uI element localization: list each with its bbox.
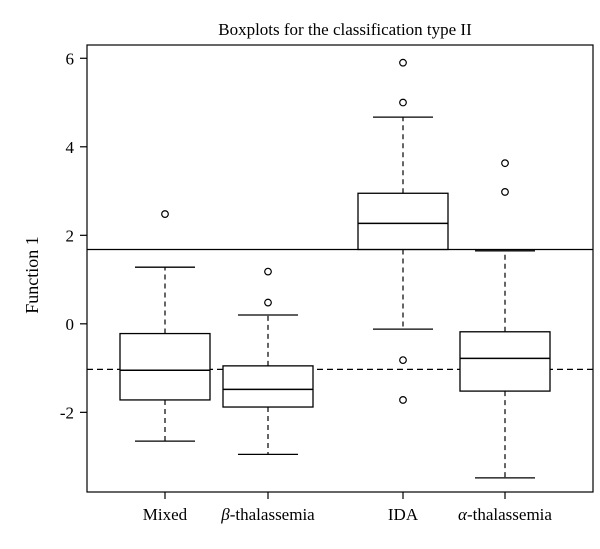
y-tick-label: 2 bbox=[66, 226, 75, 245]
chart-title: Boxplots for the classification type II bbox=[218, 20, 472, 39]
x-tick-label: α-thalassemia bbox=[458, 505, 552, 524]
y-tick-label: 0 bbox=[66, 315, 75, 334]
iqr-box bbox=[222, 365, 314, 408]
y-tick-label: 6 bbox=[66, 49, 75, 68]
y-axis: -2 0 2 4 6 bbox=[60, 49, 87, 422]
outlier-point bbox=[501, 159, 509, 168]
y-tick-label: 4 bbox=[66, 138, 75, 157]
x-tick-label: β-thalassemia bbox=[220, 505, 315, 524]
category-name: -thalassemia bbox=[230, 505, 315, 524]
y-axis-label: Function 1 bbox=[22, 236, 42, 314]
box-group bbox=[222, 267, 314, 456]
x-tick-label: IDA bbox=[388, 505, 419, 524]
boxes bbox=[119, 58, 551, 479]
category-name: IDA bbox=[388, 505, 419, 524]
category-name: Mixed bbox=[143, 505, 188, 524]
y-tick-label: -2 bbox=[60, 403, 74, 422]
outlier-point bbox=[264, 298, 272, 307]
x-axis: Mixed β-thalassemia IDA α-thalassemia bbox=[143, 492, 552, 524]
outlier-point bbox=[501, 188, 509, 196]
outlier-point bbox=[399, 98, 407, 107]
outlier-point bbox=[399, 356, 407, 365]
iqr-box bbox=[459, 331, 551, 392]
outlier-point bbox=[399, 396, 407, 404]
outlier-point bbox=[264, 267, 272, 276]
box-group bbox=[119, 210, 211, 442]
greek-prefix: β bbox=[220, 505, 230, 524]
box-group bbox=[459, 159, 551, 479]
category-name: -thalassemia bbox=[467, 505, 552, 524]
box-group bbox=[357, 58, 449, 404]
plot-frame bbox=[86, 44, 594, 493]
outlier-point bbox=[399, 58, 407, 67]
greek-prefix: α bbox=[458, 505, 468, 524]
iqr-box bbox=[119, 332, 211, 401]
x-tick-label: Mixed bbox=[143, 505, 188, 524]
iqr-box bbox=[357, 192, 449, 251]
outlier-point bbox=[161, 210, 169, 218]
